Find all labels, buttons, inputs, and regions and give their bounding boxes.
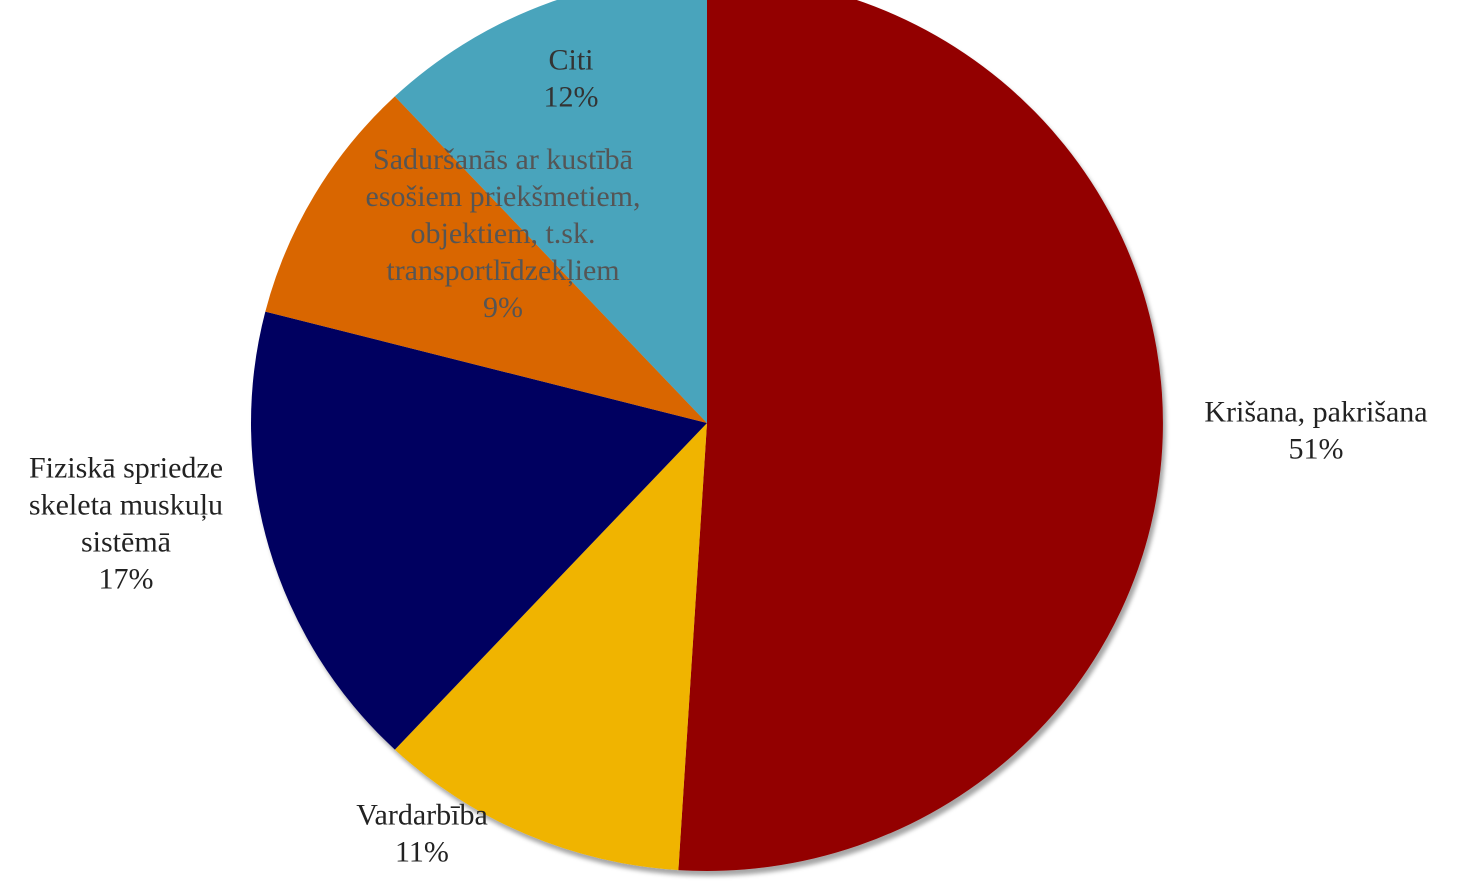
slice-label-line: Krišana, pakrišana bbox=[1204, 396, 1427, 429]
pie-slice-1 bbox=[678, 0, 1163, 871]
slice-label-2: Vardarbība 11% bbox=[356, 799, 488, 869]
slice-percent-label: 51% bbox=[1289, 433, 1344, 466]
pie-labels: Krišana, pakrišana 51% Vardarbība 11% Fizisk… bbox=[29, 44, 1428, 869]
slice-percent-label: 9% bbox=[483, 291, 523, 324]
pie-slice-5 bbox=[394, 0, 707, 423]
slice-label-line: Fiziskā spriedze bbox=[29, 452, 223, 485]
slice-label-line: Citi bbox=[548, 44, 593, 77]
slice-label-1: Krišana, pakrišana 51% bbox=[1204, 396, 1427, 466]
slice-label-line: Vardarbība bbox=[356, 799, 488, 832]
pie-slices bbox=[251, 0, 1163, 871]
slice-label-line: Saduršanās ar kustībā bbox=[373, 143, 633, 176]
slice-label-5: Citi 12% bbox=[544, 44, 599, 114]
slice-label-line: sistēmā bbox=[81, 526, 171, 559]
slice-percent-label: 11% bbox=[395, 836, 449, 869]
slice-label-4: Saduršanās ar kustībā esošiem priekšmetie… bbox=[366, 143, 641, 324]
pie-slice-2 bbox=[394, 423, 707, 871]
slice-label-3: Fiziskā spriedze skeleta muskuļu sistēmā 17… bbox=[29, 452, 223, 596]
slice-percent-label: 12% bbox=[544, 81, 599, 114]
slice-label-line: objektiem, t.sk. bbox=[411, 217, 596, 250]
slice-label-line: esošiem priekšmetiem, bbox=[366, 180, 641, 213]
slice-percent-label: 17% bbox=[99, 563, 154, 596]
slice-label-line: transportlīdzekļiem bbox=[386, 254, 619, 287]
pie-slice-3 bbox=[251, 311, 708, 750]
pie-slice-4 bbox=[265, 96, 707, 424]
slice-label-line: skeleta muskuļu bbox=[29, 489, 223, 522]
